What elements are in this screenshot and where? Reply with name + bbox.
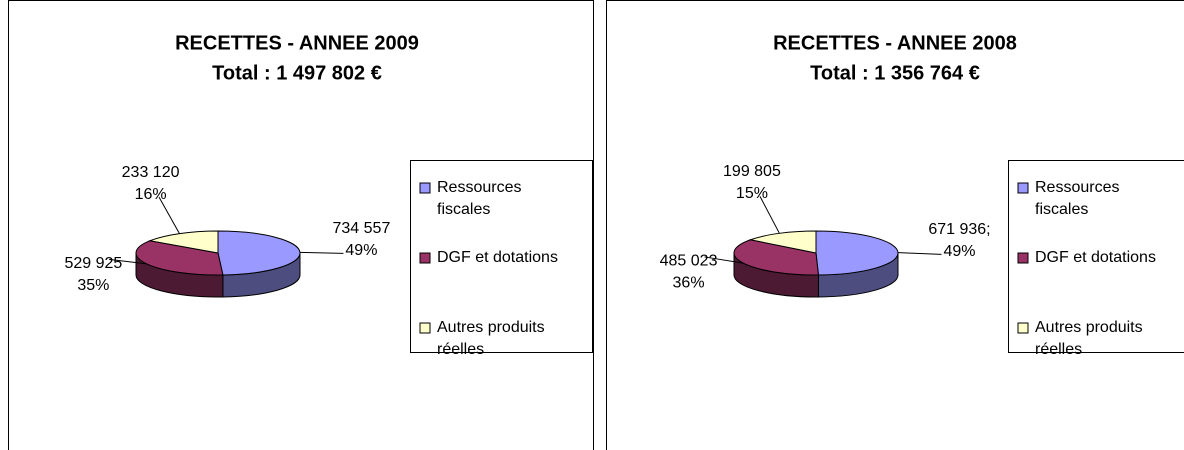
leader-line [158, 196, 180, 234]
chart-subtitle: Total : 1 497 802 € [212, 62, 382, 84]
leader-line [759, 196, 780, 234]
pie-slice [148, 230, 219, 254]
leader-line [704, 256, 744, 264]
legend-frame [410, 160, 593, 353]
chart-title: RECETTES - ANNEE 2009 [175, 32, 419, 54]
data-label: 35% [77, 277, 109, 294]
data-label: 16% [135, 186, 167, 203]
legend-line: fiscales [1035, 201, 1088, 218]
legend-swatch [419, 182, 431, 194]
pie-slice [815, 230, 899, 276]
leader-line [299, 251, 344, 254]
legend-label: Autres produits réelles [437, 319, 545, 358]
legend-label: Ressources fiscales [1035, 179, 1119, 218]
legend-swatch [1017, 252, 1029, 264]
legend-line: DGF et dotations [437, 249, 558, 266]
legend-line: Autres produits [437, 319, 545, 336]
data-label: 485 023 [660, 253, 718, 270]
legend-line: Ressources [437, 179, 521, 196]
legend-line: Ressources [1035, 179, 1119, 196]
data-label: 734 557 [333, 220, 391, 237]
legend-swatch [419, 252, 431, 264]
legend-frame [1008, 160, 1184, 353]
data-label: 15% [736, 185, 768, 202]
legend-swatch [419, 322, 431, 334]
data-label: 233 120 [122, 164, 180, 181]
legend-line: DGF et dotations [1035, 249, 1156, 266]
pie-chart: RECETTES - ANNEE 2008 Total : 1 356 764 €… [606, 0, 1184, 450]
data-label: 529 925 [64, 255, 122, 272]
chart-title: RECETTES - ANNEE 2008 [773, 32, 1017, 54]
legend-line: Autres produits [1035, 319, 1143, 336]
legend-label: Ressources fiscales [437, 179, 521, 218]
legend-label: DGF et dotations [1035, 249, 1156, 266]
legend-line: réelles [1035, 341, 1082, 358]
legend-line: fiscales [437, 201, 490, 218]
data-label: 49% [345, 242, 377, 259]
chart-subtitle: Total : 1 356 764 € [810, 62, 980, 84]
legend-label: Autres produits réelles [1035, 319, 1143, 358]
leader-line [108, 258, 147, 265]
data-label: 199 805 [723, 163, 781, 180]
leader-line [897, 252, 942, 255]
legend-line: réelles [437, 341, 484, 358]
pie-slice [135, 240, 224, 276]
data-label: 49% [943, 243, 975, 260]
pie-slice [733, 239, 820, 276]
pie-chart: RECETTES - ANNEE 2009 Total : 1 497 802 €… [8, 0, 594, 450]
legend-label: DGF et dotations [437, 249, 558, 266]
pie-slice [748, 230, 817, 254]
data-label: 36% [673, 275, 705, 292]
data-label: 671 936; [928, 221, 990, 238]
legend-swatch [1017, 182, 1029, 194]
legend-swatch [1017, 322, 1029, 334]
